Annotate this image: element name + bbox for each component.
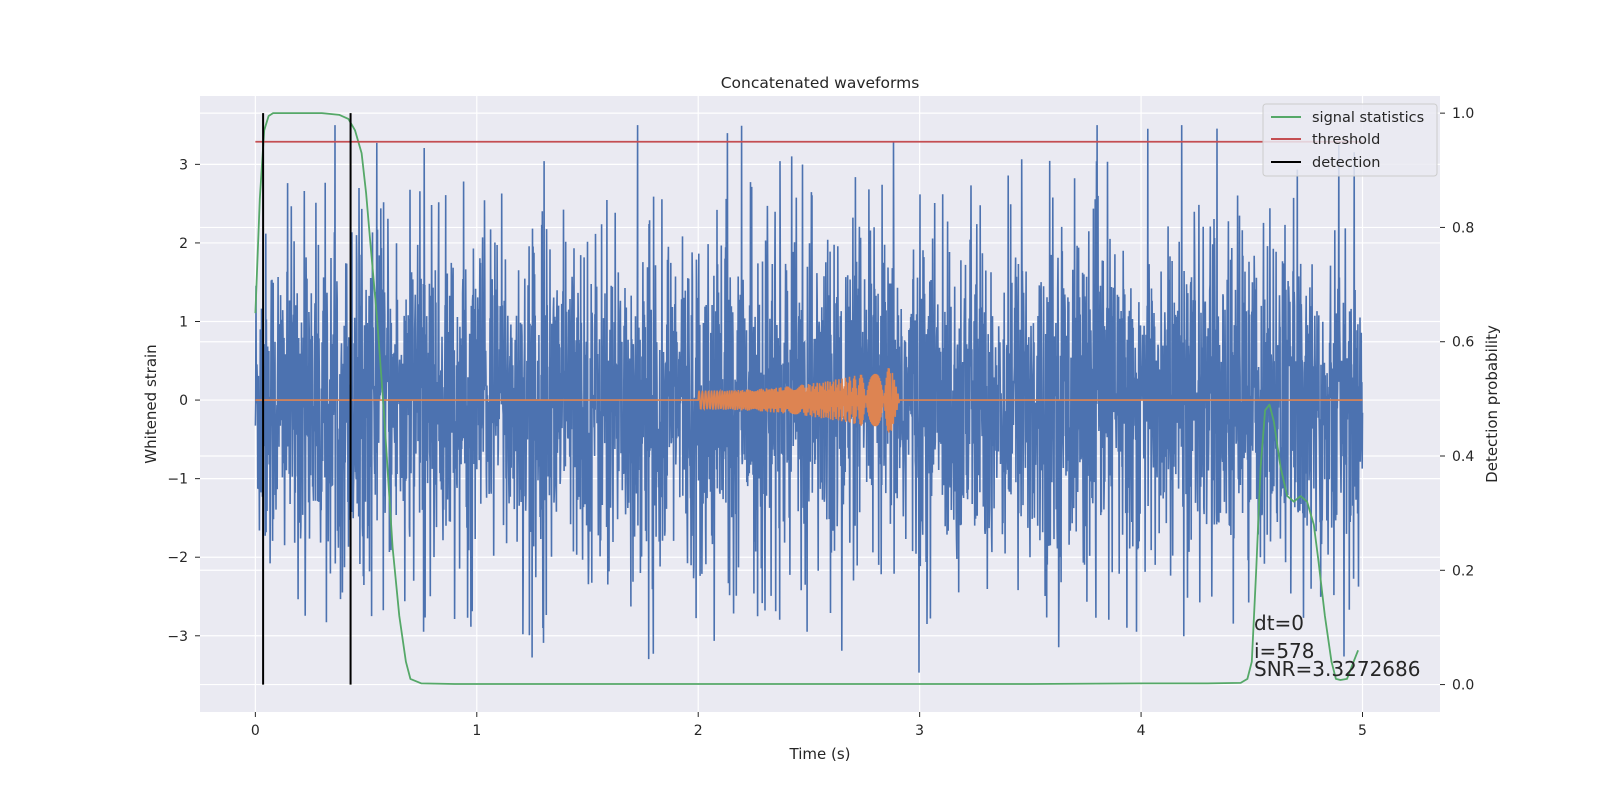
x-tick-label: 5: [1358, 723, 1367, 739]
right-y-axis-title: Detection probability: [1483, 325, 1501, 483]
x-tick-label: 0: [251, 723, 260, 739]
y-tick-label: 2: [179, 236, 188, 252]
x-tick-label: 4: [1137, 723, 1146, 739]
right-y-tick-label: 0.2: [1452, 563, 1474, 579]
y-tick-label: 1: [179, 315, 188, 331]
y-axis-title: Whitened strain: [142, 344, 160, 463]
legend-label-detection: detection: [1312, 155, 1380, 171]
annotation-block: dt=0 i=578 SNR=3.3272686: [1254, 611, 1420, 681]
annotation-dt: dt=0: [1254, 611, 1304, 635]
legend-label-threshold: threshold: [1312, 132, 1380, 148]
x-axis-title: Time (s): [789, 745, 851, 763]
y-tick-label: 0: [179, 393, 188, 409]
noise-line: [254, 125, 1364, 673]
right-y-tick-label: 1.0: [1452, 106, 1474, 122]
right-y-tick-label: 0.4: [1452, 449, 1474, 465]
template-line: [255, 368, 1363, 433]
x-tick-label: 2: [694, 723, 703, 739]
y-tick-label: −1: [167, 472, 188, 488]
signal-statistics-line: [254, 112, 1359, 685]
right-y-tick-label: 0.6: [1452, 335, 1474, 351]
y-tick-label: −3: [167, 629, 188, 645]
right-y-tick-label: 0.0: [1452, 678, 1474, 694]
annotation-snr: SNR=3.3272686: [1254, 657, 1420, 681]
right-y-tick-label: 0.8: [1452, 220, 1474, 236]
noise-series-layer: [254, 125, 1364, 673]
x-tick-labels: 0 1 2 3 4 5: [251, 712, 1367, 739]
right-y-tick-labels: 0.0 0.2 0.4 0.6 0.8 1.0: [1440, 106, 1474, 694]
legend-box: [1262, 103, 1438, 177]
legend: signal statistics threshold detection: [1262, 103, 1438, 177]
legend-label-signal-statistics: signal statistics: [1312, 110, 1424, 126]
y-tick-label: −2: [167, 550, 188, 566]
chart-title: Concatenated waveforms: [721, 74, 920, 92]
annotation-i: i=578: [1254, 639, 1315, 663]
template-series-layer: [255, 368, 1363, 433]
x-tick-label: 3: [915, 723, 924, 739]
x-tick-label: 1: [472, 723, 481, 739]
y-tick-labels: −3 −2 −1 0 1 2 3: [167, 157, 200, 645]
probability-series-layer: [254, 112, 1363, 685]
y-tick-label: 3: [179, 157, 188, 173]
